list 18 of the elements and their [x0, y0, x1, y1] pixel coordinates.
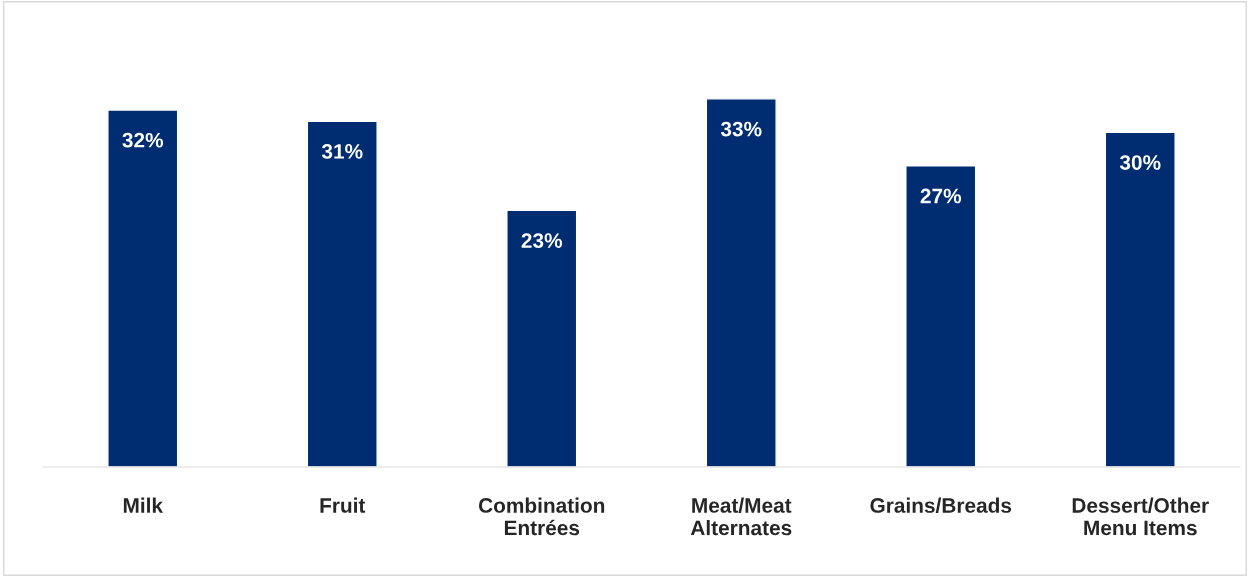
data-label: 32% [122, 132, 164, 148]
x-tick-label: Meat/Meat Alternates [690, 497, 792, 536]
x-tick-label: Fruit [320, 497, 366, 513]
data-label: 31% [321, 143, 363, 159]
bar [1104, 131, 1176, 467]
data-label: 23% [521, 233, 563, 248]
bar [506, 209, 578, 467]
x-tick-label: Grains/Breads [870, 497, 1012, 514]
bar [107, 109, 179, 467]
x-tick-label: Milk [123, 497, 164, 513]
x-tick-label: Combination Entrées [478, 497, 605, 536]
x-tick-label: Dessert/Other Menu Items [1072, 497, 1209, 536]
bar [905, 165, 977, 467]
bar [306, 120, 378, 467]
data-label: 30% [1119, 155, 1161, 170]
bar [705, 98, 777, 467]
data-label: 33% [720, 121, 762, 137]
data-label: 27% [920, 188, 962, 204]
